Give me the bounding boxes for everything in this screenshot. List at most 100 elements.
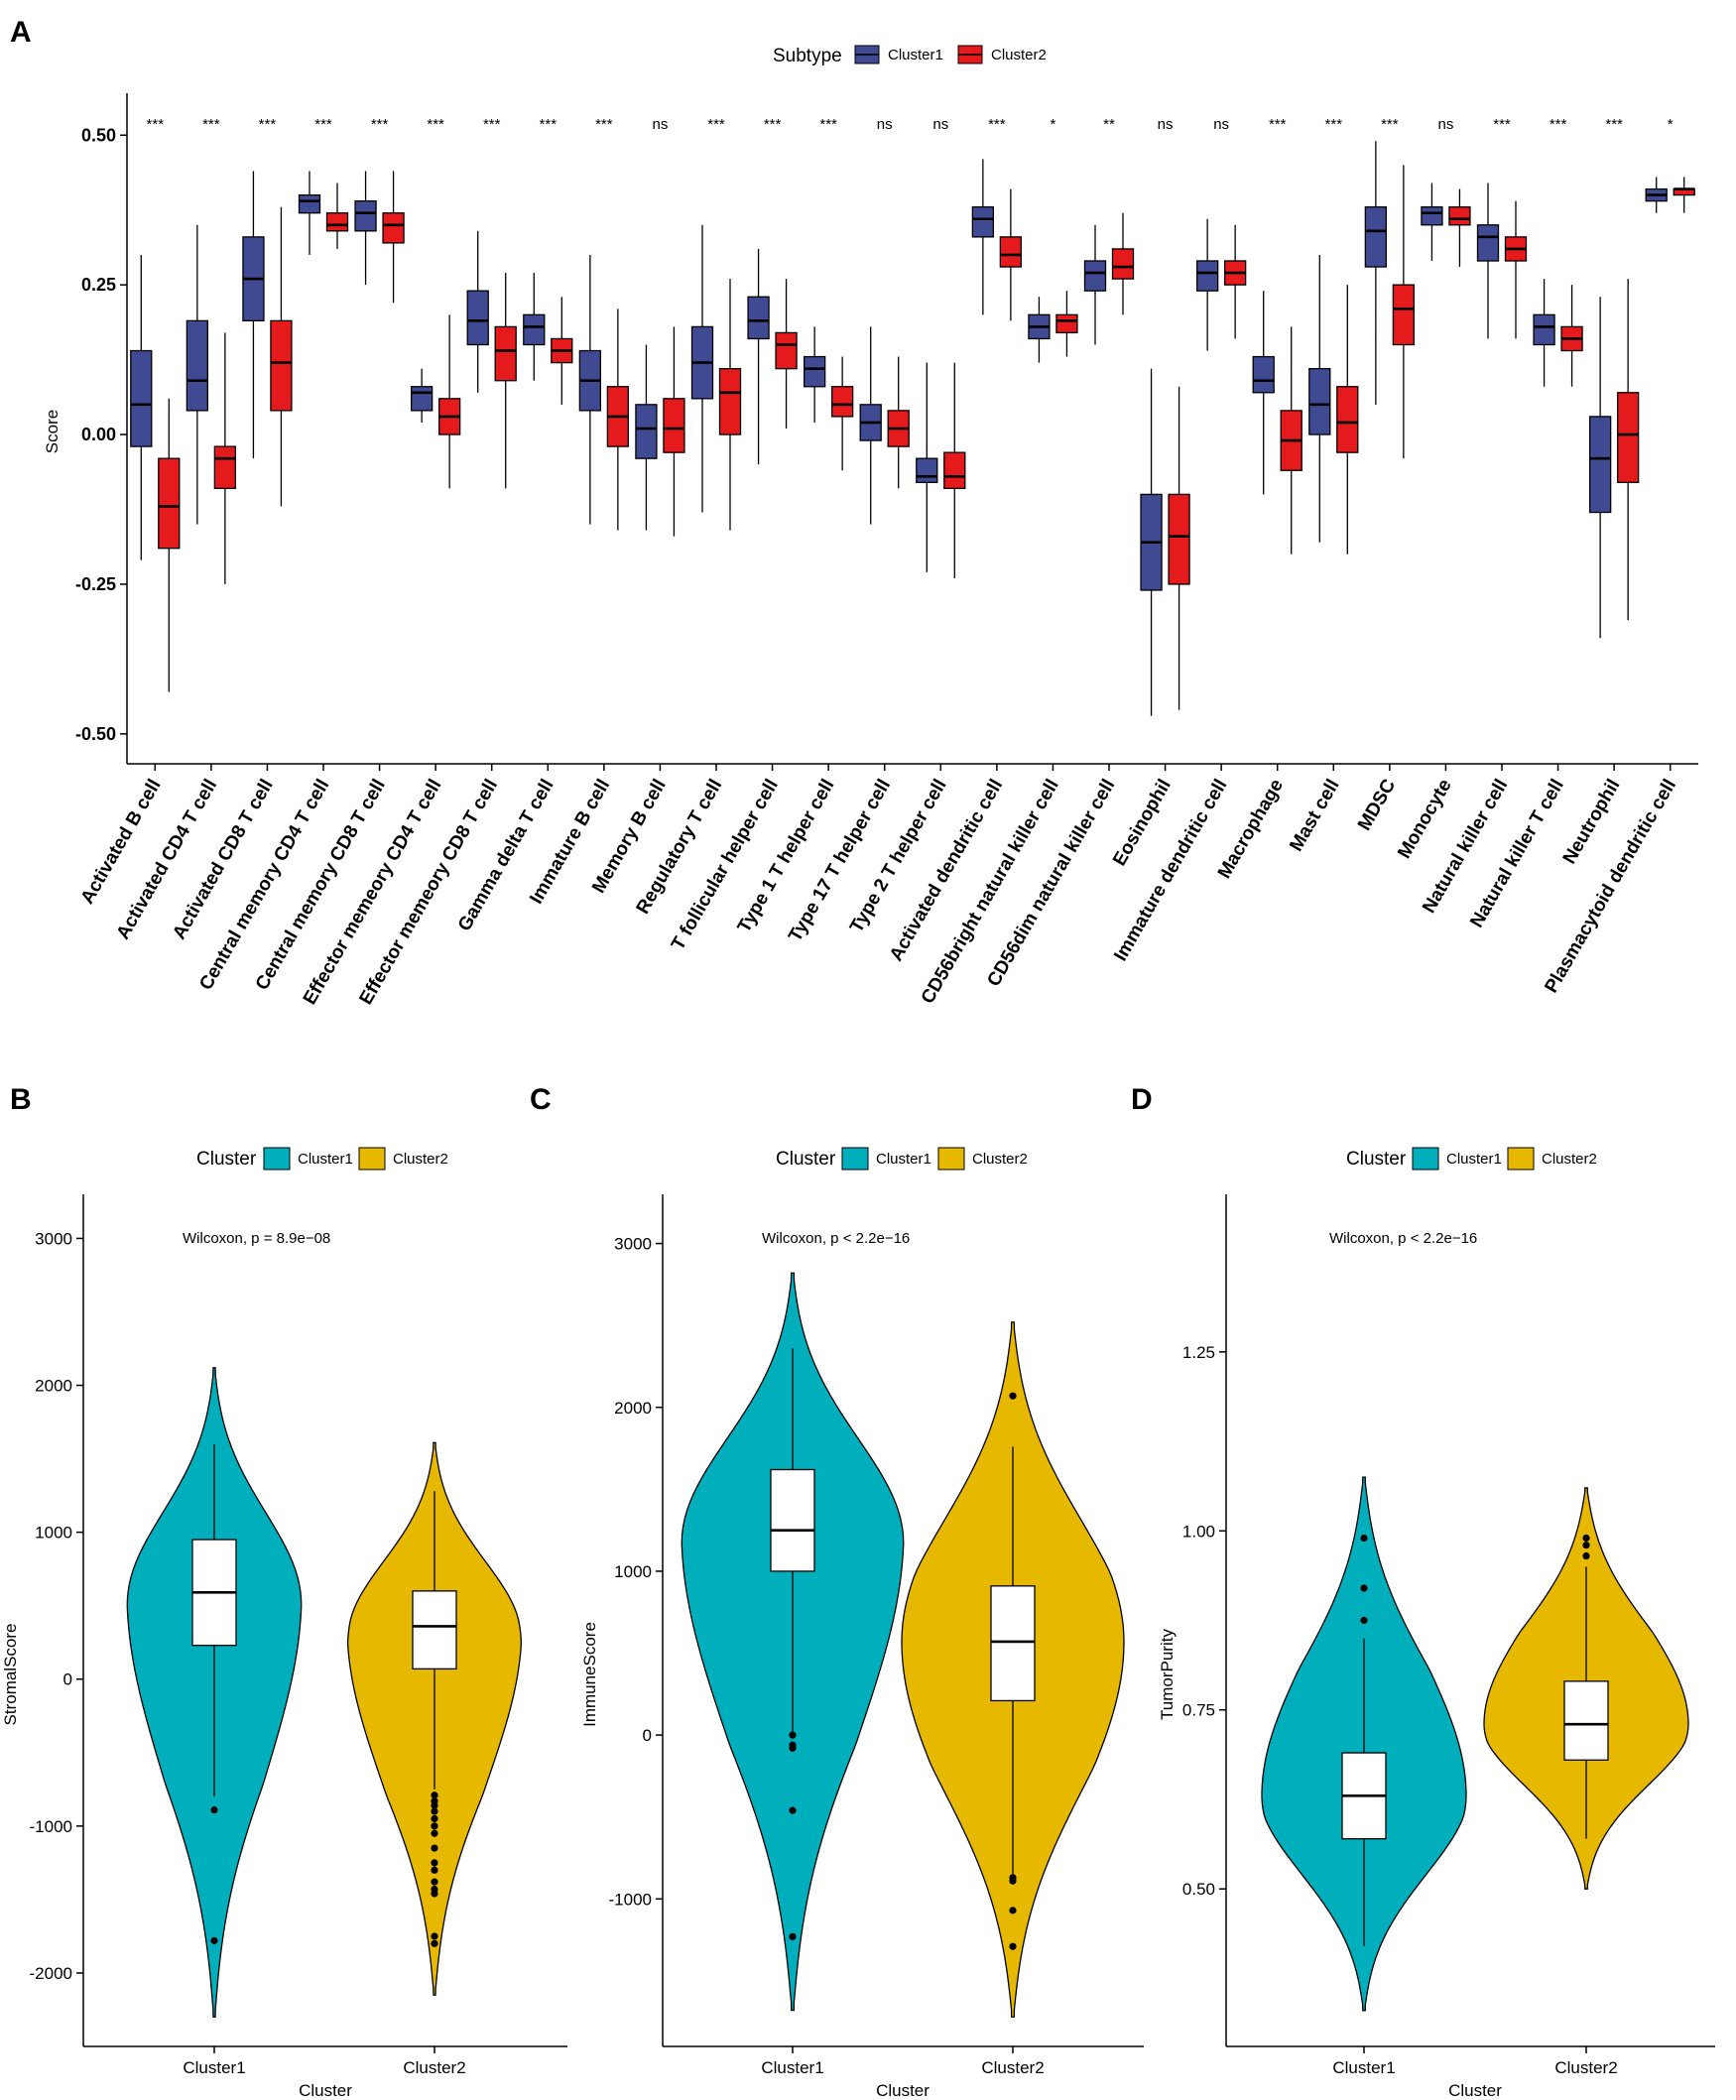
panel-d-ytick-label: 1.00 <box>1182 1522 1215 1541</box>
panel-letter-a: A <box>10 16 32 49</box>
significance-label: *** <box>314 116 332 133</box>
significance-label: ns <box>932 116 948 133</box>
box-cluster1-central-memory-cd8-t-cell-box <box>354 199 377 232</box>
panel-b-xtick-label: Cluster2 <box>403 2058 465 2077</box>
panel-b-xlabel: Cluster <box>299 2081 352 2100</box>
panel-b-cluster2-outlier <box>431 1866 438 1874</box>
box-cluster2-type-2-t-helper-cell-box <box>943 451 966 490</box>
significance-label: *** <box>1605 116 1623 133</box>
box-cluster1-activated-cd4-t-cell-box <box>186 319 209 412</box>
significance-label: ** <box>1103 116 1115 133</box>
legend-c: Cluster Cluster1 Cluster2 <box>776 1147 1028 1171</box>
box-group-cd56dim-natural-killer-cell <box>1083 212 1135 345</box>
panel-b-cluster1-outlier <box>210 1805 218 1814</box>
legend-d: Cluster Cluster1 Cluster2 <box>1346 1147 1597 1171</box>
panel-d-xtick-label: Cluster2 <box>1554 2058 1617 2077</box>
panel-b-cluster2-outlier <box>431 1932 438 1940</box>
legend-a-label-cluster1: Cluster1 <box>888 47 943 63</box>
panel-letter-c: C <box>530 1083 552 1116</box>
box-cluster2-type-1-t-helper-cell-box <box>830 386 854 418</box>
panel-c-cluster1-outlier <box>789 1806 797 1814</box>
box-group-immature-dendritic-cell <box>1195 218 1247 351</box>
box-cluster2-activated-cd8-t-cell-box <box>270 319 293 412</box>
panel-b-cluster2-outlier <box>431 1829 438 1837</box>
panel-b-cluster2-outlier <box>431 1859 438 1867</box>
panel-b-cluster2-outlier <box>431 1791 438 1799</box>
panel-d-ytick-label: 0.75 <box>1182 1701 1215 1720</box>
panel-a-yticks: -0.50 -0.25 0.00 0.25 0.50 <box>75 125 127 744</box>
legend-d-title: Cluster <box>1346 1149 1407 1170</box>
box-cluster1-effector-memeory-cd8-t-cell-box <box>466 290 489 346</box>
box-cluster2-monocyte-box <box>1448 206 1471 226</box>
significance-label: *** <box>1325 116 1343 133</box>
box-group-gamma-delta-t-cell <box>523 273 573 405</box>
box-cluster1-type-2-t-helper-cell-box <box>916 457 938 483</box>
box-cluster2-cd56dim-natural-killer-cell-box <box>1111 248 1135 280</box>
box-cluster2-mdsc-box <box>1392 284 1416 346</box>
box-cluster2-central-memory-cd4-t-cell-box <box>325 212 349 232</box>
box-cluster2-t-follicular-helper-cell-box <box>775 331 798 370</box>
significance-label: ns <box>1213 116 1229 133</box>
box-cluster2-eosinophil-box <box>1168 493 1190 585</box>
panel-d-annotation: Wilcoxon, p < 2.2e−16 <box>1329 1230 1477 1247</box>
box-cluster1-type-1-t-helper-cell-box <box>803 355 826 388</box>
panel-a-ytick-label: -0.50 <box>75 724 116 744</box>
panel-d-cluster2-box <box>1563 1680 1609 1761</box>
box-group-effector-memeory-cd8-t-cell <box>466 230 517 489</box>
box-cluster1-activated-b-cell-box <box>130 349 153 447</box>
significance-label: *** <box>202 116 220 133</box>
panel-c-cluster2-box <box>990 1585 1036 1702</box>
panel-c-cluster1-outlier <box>789 1744 797 1752</box>
box-cluster1-cd56dim-natural-killer-cell-box <box>1083 260 1107 292</box>
significance-label: *** <box>259 116 277 133</box>
panel-b-cluster2-outlier <box>431 1890 438 1898</box>
panel-d-plot <box>1261 1476 1689 2012</box>
significance-label: *** <box>1493 116 1511 133</box>
panel-b-ytick-label: 2000 <box>35 1377 72 1396</box>
significance-label: *** <box>371 116 389 133</box>
legend-b-label-cluster1: Cluster1 <box>298 1151 353 1168</box>
panel-c-cluster2-outlier <box>1009 1392 1017 1400</box>
box-group-eosinophil <box>1140 368 1190 716</box>
legend-b-label-cluster2: Cluster2 <box>393 1151 448 1168</box>
box-cluster1-mast-cell-box <box>1308 367 1331 435</box>
box-group-effector-memeory-cd4-t-cell <box>410 314 461 489</box>
panel-a-ylabel: Score <box>43 410 62 453</box>
box-cluster1-natural-killer-cell-box <box>1476 224 1500 262</box>
box-group-central-memory-cd4-t-cell <box>298 171 349 255</box>
panel-b-cluster2-outlier <box>431 1878 438 1886</box>
box-group-natural-killer-cell <box>1476 183 1528 339</box>
box-group-type-1-t-helper-cell <box>803 326 854 471</box>
significance-label: *** <box>988 116 1006 133</box>
significance-label: *** <box>1550 116 1567 133</box>
panel-d-ylabel: TumorPurity <box>1158 1629 1177 1720</box>
significance-label: *** <box>427 116 444 133</box>
box-cluster1-macrophage-box <box>1252 355 1275 394</box>
panel-b-ytick-label: 1000 <box>35 1524 72 1543</box>
box-cluster1-immature-dendritic-cell-box <box>1195 260 1219 292</box>
legend-d-swatch-cluster2 <box>1507 1147 1535 1171</box>
panel-d-cluster2-outlier <box>1582 1534 1590 1543</box>
legend-a-title: Subtype <box>773 46 842 66</box>
panel-a-ytick-label: -0.25 <box>75 574 116 594</box>
panel-c-plot <box>681 1272 1125 2018</box>
panel-c-cluster1-outlier <box>789 1932 797 1940</box>
box-cluster2-cd56bright-natural-killer-cell-box <box>1055 313 1078 334</box>
panel-d-cluster1-outlier <box>1360 1534 1368 1543</box>
panel-c-xticks: Cluster1 Cluster2 <box>761 2046 1045 2077</box>
box-group-memory-b-cell <box>635 326 685 537</box>
panel-c-xtick-label: Cluster2 <box>981 2058 1044 2077</box>
box-group-immature-b-cell <box>578 254 630 531</box>
legend-c-swatch-cluster1 <box>841 1147 869 1171</box>
box-group-activated-b-cell <box>130 254 181 692</box>
panel-d-ytick-label: 0.50 <box>1182 1880 1215 1899</box>
panel-b-ytick-label: 0 <box>63 1670 72 1689</box>
box-cluster2-activated-b-cell-box <box>158 457 181 550</box>
panel-c-ytick-label: 0 <box>643 1726 652 1745</box>
panel-a-plot <box>130 141 1695 716</box>
legend-b: Cluster Cluster1 Cluster2 <box>196 1147 448 1171</box>
box-cluster2-activated-cd4-t-cell-box <box>213 445 237 490</box>
panel-b-ylabel: StromalScore <box>1 1624 20 1726</box>
panel-b-cluster2-outlier <box>431 1807 438 1815</box>
